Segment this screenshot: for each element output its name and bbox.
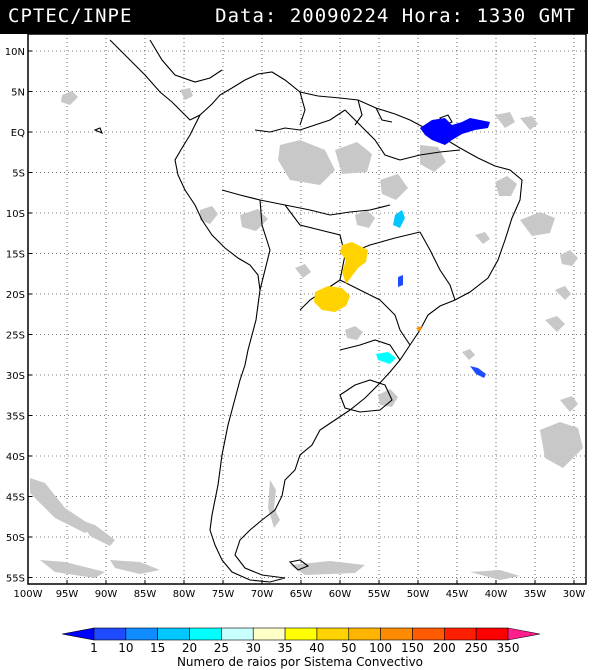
- cell-paraguay: [314, 286, 350, 312]
- lon-label: 60W: [329, 589, 352, 600]
- legend-tick-label: 350: [497, 641, 520, 655]
- legend-swatch: [412, 627, 445, 641]
- legend-swatch: [189, 627, 222, 641]
- lon-label: 50W: [407, 589, 430, 600]
- latitude-axis: 10N 5N EQ 5S 10S 15S 20S 25S 30S 35S 40S 45S 50S 55S: [5, 47, 32, 585]
- legend-swatch: [380, 627, 413, 641]
- lat-label: 15S: [6, 250, 25, 261]
- legend-tick-label: 250: [465, 641, 488, 655]
- lat-label: 30S: [6, 371, 25, 382]
- lat-label: 50S: [6, 533, 25, 544]
- lon-label: 95W: [56, 589, 79, 600]
- lon-label: 80W: [173, 589, 196, 600]
- legend-colorbar: [61, 627, 541, 641]
- longitude-axis: 100W 95W 90W 85W 80W 75W 70W 65W 60W 55W 50W 45W 40W…: [14, 580, 586, 600]
- map-frame: [27, 33, 587, 585]
- legend-tick-label: 50: [341, 641, 356, 655]
- legend-swatch: [284, 627, 318, 641]
- legend-tick-label: 30: [246, 641, 261, 655]
- legend-title: Numero de raios por Sistema Convectivo: [176, 655, 424, 669]
- lat-label: 10N: [5, 47, 25, 58]
- lat-label: 45S: [6, 493, 25, 504]
- legend-tick-label: 20: [182, 641, 197, 655]
- lat-label: 35S: [6, 412, 25, 423]
- lon-label: 85W: [134, 589, 157, 600]
- cell-minas: [398, 275, 403, 287]
- lon-label: 75W: [212, 589, 235, 600]
- time-value: 1330: [476, 5, 527, 27]
- lon-label: 45W: [446, 589, 469, 600]
- legend-swatch: [444, 627, 477, 641]
- legend-tick-label: 35: [277, 641, 292, 655]
- legend-swatch: [475, 627, 509, 641]
- convective-systems: [314, 118, 490, 378]
- lon-label: 30W: [563, 589, 586, 600]
- cell-south-brazil: [376, 352, 396, 364]
- legend-tick-label: 10: [118, 641, 133, 655]
- lat-label: 5N: [11, 88, 25, 99]
- cell-sao-paulo: [416, 326, 422, 332]
- legend-tick-label: 40: [309, 641, 324, 655]
- source-label: CPTEC/INPE: [8, 5, 133, 27]
- cell-central-brazil: [393, 210, 405, 228]
- legend-tick-label: 150: [401, 641, 424, 655]
- legend-swatch: [125, 627, 158, 641]
- cell-atlantic: [470, 366, 486, 378]
- legend-tick-label: 100: [369, 641, 392, 655]
- legend-tick-label: 1: [90, 641, 98, 655]
- legend-tick-label: 25: [214, 641, 229, 655]
- legend-ticks: 1 10 15 20 25 30 35 40 50 100 150 200 250 350: [90, 641, 519, 655]
- time-label: Hora:: [401, 5, 464, 27]
- legend-swatch: [348, 627, 381, 641]
- legend-arrow-right: [507, 627, 541, 641]
- lon-label: 40W: [485, 589, 508, 600]
- lat-label: 25S: [6, 331, 25, 342]
- cell-mato-grosso: [340, 242, 368, 284]
- legend-swatch: [316, 627, 350, 641]
- legend-arrow-left: [61, 627, 95, 641]
- lat-label: 20S: [6, 290, 25, 301]
- legend-tick-label: 200: [433, 641, 456, 655]
- lon-label: 70W: [251, 589, 274, 600]
- legend-swatch: [221, 627, 254, 641]
- timezone-label: GMT: [538, 5, 576, 27]
- lon-label: 90W: [95, 589, 118, 600]
- cloud-cover: [30, 88, 583, 580]
- timestamp-label: Data: 20090224 Hora: 1330 GMT: [215, 5, 576, 27]
- legend-swatch: [157, 627, 190, 641]
- date-label: Data:: [215, 5, 278, 27]
- lat-label: 10S: [6, 209, 25, 220]
- lon-label: 35W: [524, 589, 547, 600]
- cell-amazon-mouth: [420, 118, 490, 145]
- lat-label: 40S: [6, 452, 25, 463]
- lat-label: 55S: [6, 574, 25, 585]
- lat-label: 5S: [12, 169, 25, 180]
- lat-label: EQ: [11, 128, 25, 139]
- legend-tick-label: 15: [150, 641, 165, 655]
- legend-swatch: [252, 627, 286, 641]
- map-header: CPTEC/INPE Data: 20090224 Hora: 1330 GMT: [0, 0, 588, 34]
- lon-label: 100W: [14, 589, 43, 600]
- lon-label: 55W: [368, 589, 391, 600]
- date-value: 20090224: [289, 5, 390, 27]
- legend-swatch: [93, 627, 127, 641]
- lon-label: 65W: [290, 589, 313, 600]
